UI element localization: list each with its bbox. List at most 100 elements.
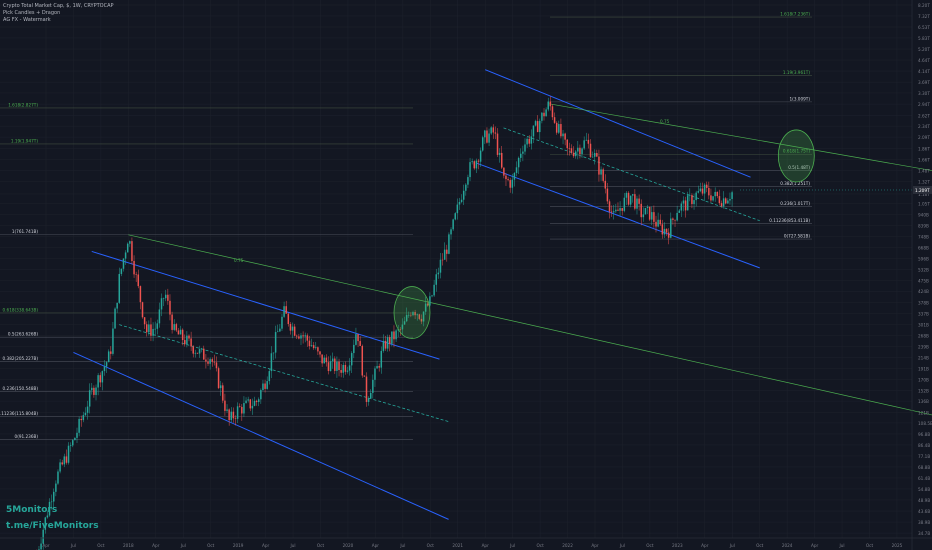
candle-body <box>579 147 581 155</box>
candle-body <box>517 157 520 168</box>
candle-body <box>135 274 137 275</box>
candle-body <box>67 445 70 463</box>
candle-body <box>684 200 687 211</box>
candle-body <box>363 375 366 377</box>
y-tick-label: 152B <box>918 388 929 393</box>
candle-body <box>439 259 442 273</box>
fib-label: 0.11236(115.804B) <box>0 411 38 416</box>
candle-body <box>619 208 621 211</box>
candle-body <box>131 241 133 261</box>
fib-label: 0(91.236B) <box>15 434 39 439</box>
x-tick-label: Apr <box>372 543 380 548</box>
candle-body <box>418 314 421 319</box>
candle-body <box>659 219 661 225</box>
candle-body <box>503 167 505 176</box>
fib-label: 0.382(205.227B) <box>3 356 39 361</box>
candle-body <box>731 192 733 199</box>
candle-body <box>399 329 402 330</box>
candle-body <box>319 351 321 355</box>
candle-body <box>526 138 528 145</box>
trend-label: 0.75 <box>234 258 244 263</box>
candle-body <box>194 352 197 354</box>
indicator-2-label[interactable]: AG FX - Watermark <box>3 17 51 23</box>
x-tick-label: 2025 <box>892 543 903 548</box>
candle-body <box>65 456 68 463</box>
candle-body <box>336 361 338 371</box>
candle-body <box>72 440 74 446</box>
candle-body <box>450 229 452 235</box>
candle-body <box>118 273 121 303</box>
candle-body <box>627 192 630 205</box>
candle-body <box>722 198 725 207</box>
x-tick-label: 2021 <box>452 543 463 548</box>
candle-body <box>211 359 213 362</box>
x-tick-label: Oct <box>646 543 654 548</box>
candle-body <box>40 543 42 550</box>
candle-body <box>615 209 617 212</box>
candle-body <box>524 144 526 152</box>
candle-body <box>255 400 258 402</box>
x-tick-label: 2023 <box>672 543 683 548</box>
candle-body <box>76 432 78 438</box>
x-tick-label: Apr <box>701 543 709 548</box>
candle-body <box>317 347 319 352</box>
candle-body <box>695 192 697 201</box>
candle-body <box>93 387 95 395</box>
candle-body <box>471 161 473 163</box>
candle-body <box>655 221 657 227</box>
candle-body <box>120 268 123 274</box>
candle-body <box>196 352 199 354</box>
channel-mid-1 <box>119 324 449 423</box>
candle-body <box>602 169 604 181</box>
candle-body <box>401 324 404 330</box>
y-tick-label: 61.4B <box>918 476 930 481</box>
candle-body <box>667 232 670 238</box>
candle-body <box>574 151 577 157</box>
candle-body <box>253 400 256 406</box>
y-tick-label: 54.8B <box>918 487 930 492</box>
highlight-circles <box>393 129 815 339</box>
candle-body <box>511 179 514 188</box>
candle-body <box>241 406 243 414</box>
x-tick-label: Jul <box>729 543 735 548</box>
candle-body <box>114 308 116 329</box>
candle-body <box>505 175 507 180</box>
symbol-title[interactable]: Crypto Total Market Cap, $, 1W, CRYPTOCA… <box>3 3 114 9</box>
candle-body <box>156 323 159 329</box>
fib-label: 0.236(1.017T) <box>780 201 810 206</box>
candle-body <box>509 180 511 188</box>
candle-body <box>207 361 209 364</box>
candle-body <box>325 357 328 363</box>
candle-body <box>606 188 609 202</box>
indicator-1-label[interactable]: Pick Candles + Dragon <box>3 10 61 16</box>
candle-body <box>167 294 169 301</box>
candle-body <box>593 152 596 157</box>
candle-body <box>213 361 216 363</box>
candle-body <box>691 195 693 205</box>
candle-body <box>543 112 545 117</box>
y-tick-label: 121B <box>918 410 929 415</box>
candle-body <box>359 341 361 346</box>
candle-body <box>621 208 623 211</box>
candle-body <box>304 335 306 337</box>
candle-body <box>403 321 406 325</box>
candle-body <box>300 335 302 339</box>
candle-body <box>644 208 647 215</box>
candle-body <box>431 295 433 297</box>
fib-label: 0.5(1.48T) <box>788 165 810 170</box>
fib-label: 1.19(1.947T) <box>11 138 39 143</box>
candle-body <box>663 228 666 235</box>
candle-body <box>190 338 192 347</box>
y-tick-label: 3.69T <box>918 80 930 85</box>
candle-body <box>264 383 266 389</box>
candle-body <box>312 345 315 349</box>
time-axis[interactable]: Apr Jul Oct 2018 Apr Jul Oct 2019 Apr Jul Oct 2020 A… <box>42 543 902 548</box>
x-tick-label: Jul <box>509 543 515 548</box>
candle-body <box>133 260 135 275</box>
x-tick-label: 2024 <box>782 543 793 548</box>
y-tick-label: 136B <box>918 399 929 404</box>
y-tick-label: 239B <box>918 345 929 350</box>
